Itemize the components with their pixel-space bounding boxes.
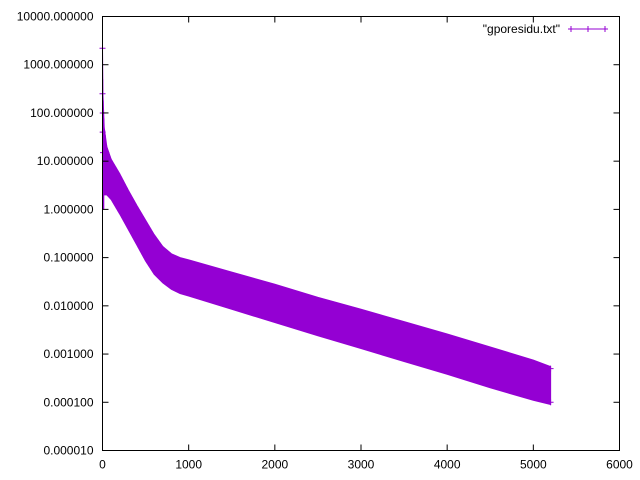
y-tick-label: 100.000000 [30, 106, 94, 120]
x-tick-label: 3000 [348, 458, 375, 472]
y-tick-label: 0.100000 [43, 251, 93, 265]
series-point [547, 399, 554, 406]
data-layer [99, 45, 554, 406]
legend: "gporesidu.txt" [483, 22, 608, 36]
legend-marker [568, 26, 574, 32]
x-tick-label: 0 [99, 458, 106, 472]
legend-marker [602, 26, 608, 32]
series-line [102, 48, 552, 405]
axes-layer: 0 1000 2000 3000 4000 5000 6000 10000.000000 100… [17, 10, 633, 472]
y-tick-label: 10000.000000 [17, 10, 94, 24]
legend-marker [585, 26, 591, 32]
y-tick-label: 10.000000 [37, 154, 94, 168]
series-point [547, 365, 554, 372]
x-tick-label: 5000 [520, 458, 547, 472]
y-tick-label: 0.000100 [43, 395, 93, 409]
y-tick-label: 1000.000000 [23, 58, 93, 72]
y-tick-label: 1.000000 [43, 202, 93, 216]
legend-label: "gporesidu.txt" [483, 22, 560, 36]
x-tick-label: 4000 [434, 458, 461, 472]
y-tick-label: 0.010000 [43, 299, 93, 313]
x-tick-label: 2000 [261, 458, 288, 472]
x-tick-label: 1000 [175, 458, 202, 472]
y-tick-label: 0.001000 [43, 347, 93, 361]
series-point [100, 149, 107, 156]
y-tick-label: 0.000010 [43, 444, 93, 458]
x-tick-label: 6000 [606, 458, 633, 472]
